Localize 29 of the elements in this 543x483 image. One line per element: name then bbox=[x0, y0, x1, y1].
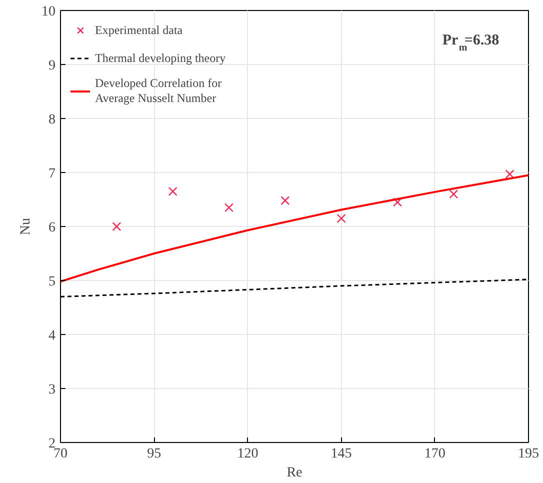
line-series bbox=[60, 174, 528, 283]
point bbox=[505, 170, 514, 179]
x-axis-title: Re bbox=[286, 466, 302, 480]
x-tick-label: 170 bbox=[424, 446, 446, 462]
legend-label: Experimental data bbox=[95, 22, 183, 38]
point bbox=[280, 196, 290, 206]
point bbox=[336, 214, 346, 223]
y-tick-label: 10 bbox=[42, 4, 56, 20]
x-tick-label: 145 bbox=[330, 446, 352, 462]
point bbox=[224, 203, 234, 212]
y-tick-label: 7 bbox=[48, 166, 56, 182]
x-tick-label: 70 bbox=[54, 446, 68, 462]
y-axis-title: Nu bbox=[18, 218, 34, 236]
x-tick-label: 120 bbox=[237, 446, 258, 462]
y-tick-label: 2 bbox=[48, 436, 56, 452]
y-tick-label: 3 bbox=[48, 382, 56, 398]
y-tick-label: 8 bbox=[48, 112, 56, 128]
y-tick-label: 9 bbox=[48, 58, 56, 74]
legend-label: Thermal developing theory bbox=[95, 50, 226, 66]
x-tick-label: 95 bbox=[147, 446, 162, 462]
y-tick-label: 5 bbox=[48, 274, 56, 290]
point bbox=[168, 186, 178, 196]
y-tick-label: 6 bbox=[48, 220, 56, 236]
point bbox=[112, 222, 122, 231]
point bbox=[392, 198, 402, 207]
x-tick-label: 195 bbox=[518, 446, 539, 462]
legend-label: Developed Correlation for Average Nusselt Number bbox=[95, 76, 222, 106]
point bbox=[449, 190, 458, 199]
y-tick-label: 4 bbox=[48, 328, 56, 344]
